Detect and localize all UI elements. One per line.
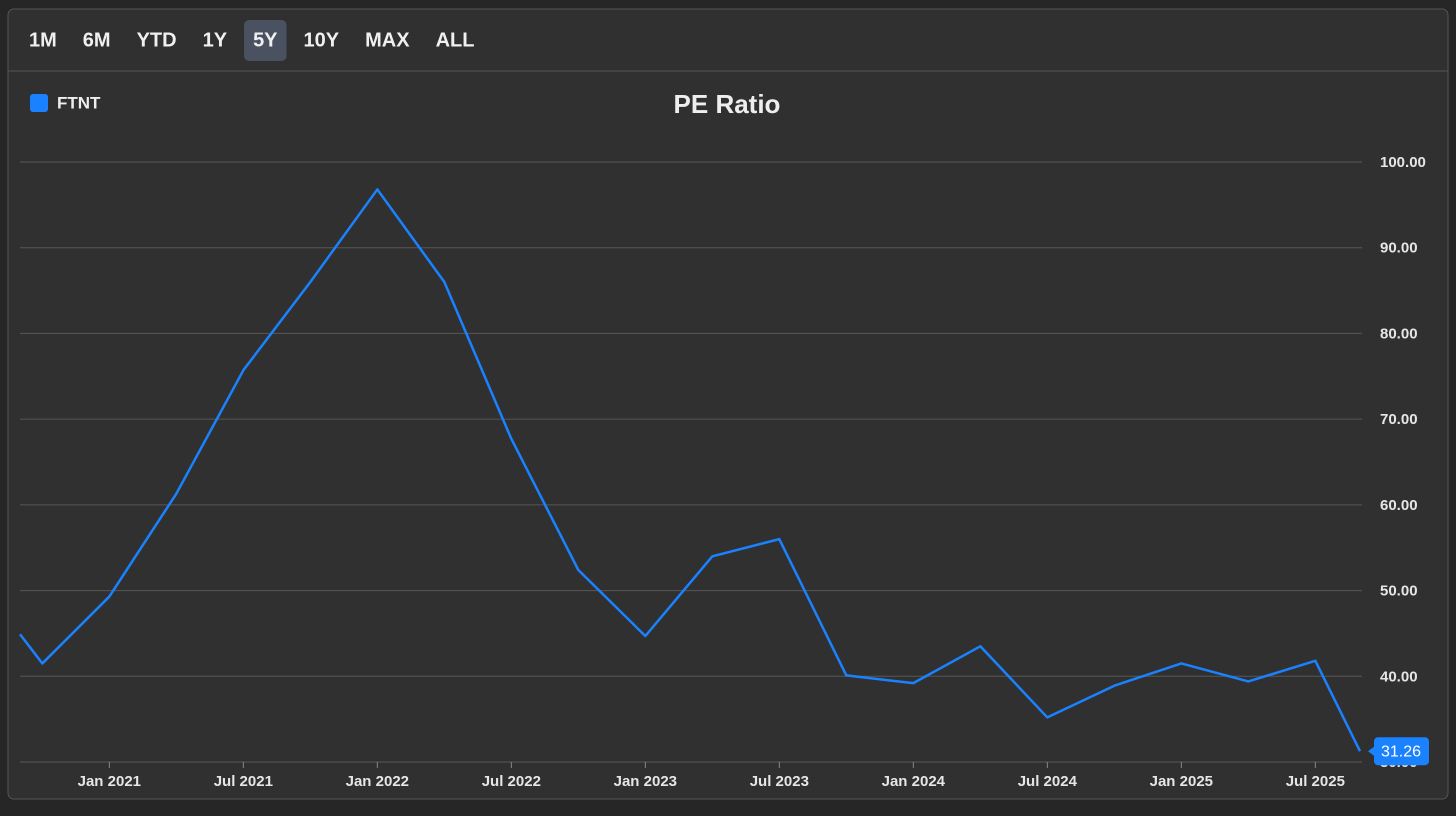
plot: 30.0040.0050.0060.0070.0080.0090.00100.0… — [19, 93, 1429, 790]
last-value-badge — [1374, 737, 1429, 766]
range-button[interactable]: 5Y — [244, 20, 287, 61]
y-tick-label: 100.00 — [1380, 154, 1426, 171]
x-tick-label: Jan 2021 — [78, 773, 141, 790]
range-button-label: 1Y — [203, 29, 228, 51]
range-button[interactable]: ALL — [436, 29, 475, 51]
y-tick-label: 90.00 — [1380, 240, 1418, 257]
y-tick-label: 70.00 — [1380, 411, 1418, 428]
x-tick-label: Jul 2024 — [1018, 773, 1078, 790]
last-value-label: 31.26 — [1381, 743, 1421, 760]
range-button[interactable]: 6M — [83, 29, 111, 51]
range-button-label: 10Y — [304, 29, 340, 51]
range-button-selected — [244, 20, 287, 61]
data-line — [19, 188, 1362, 752]
range-button[interactable]: 1M — [29, 29, 57, 51]
chart-title: PE Ratio — [674, 89, 781, 119]
y-tick-label: 40.00 — [1380, 668, 1418, 685]
range-toolbar: 1M 6M YTD 1Y 5Y 10Y MAX ALL — [29, 20, 474, 61]
range-button-label: 1M — [29, 29, 57, 51]
range-button[interactable]: MAX — [365, 29, 410, 51]
legend-label: FTNT — [57, 93, 101, 112]
y-tick-label: 50.00 — [1380, 583, 1418, 600]
x-tick-label: Jan 2025 — [1150, 773, 1213, 790]
range-button-label: 6M — [83, 29, 111, 51]
range-button-label: ALL — [436, 29, 475, 51]
x-tick-label: Jan 2022 — [346, 773, 409, 790]
range-button[interactable]: 1Y — [203, 29, 228, 51]
legend-swatch — [30, 94, 48, 112]
range-button-label: MAX — [365, 29, 410, 51]
panel-frame — [7, 8, 1449, 800]
range-button[interactable]: 10Y — [304, 29, 340, 51]
range-button-label: 5Y — [253, 29, 278, 51]
x-tick-label: Jul 2022 — [482, 773, 541, 790]
x-tick-label: Jan 2024 — [882, 773, 946, 790]
x-tick-label: Jul 2023 — [750, 773, 809, 790]
x-tick-label: Jul 2025 — [1286, 773, 1345, 790]
x-tick-label: Jul 2021 — [214, 773, 273, 790]
y-tick-label: 80.00 — [1380, 325, 1418, 342]
range-button[interactable]: YTD — [137, 29, 177, 51]
range-button-label: YTD — [137, 29, 177, 51]
y-tick-label: 60.00 — [1380, 497, 1418, 514]
x-tick-label: Jan 2023 — [614, 773, 677, 790]
